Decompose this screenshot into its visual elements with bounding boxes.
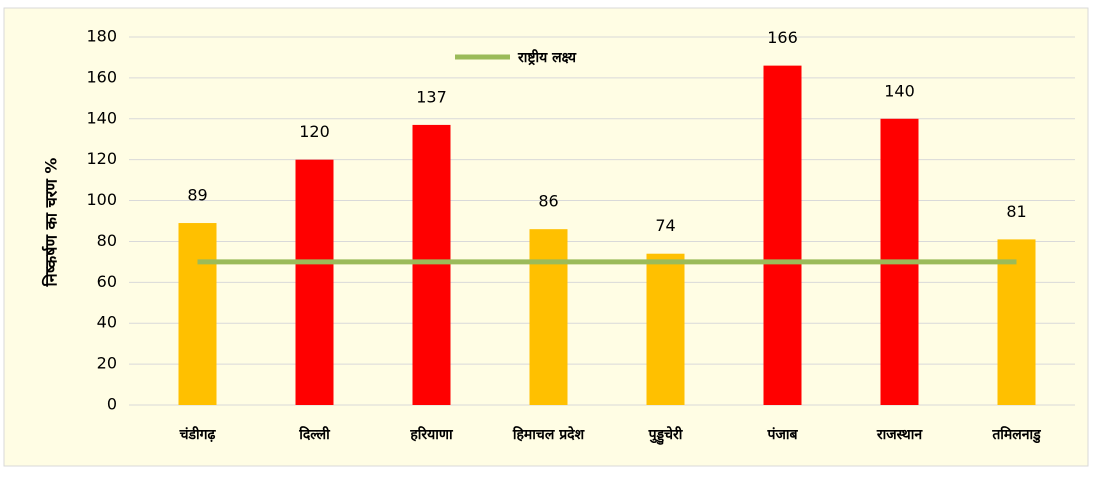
- data-label: 74: [655, 216, 675, 235]
- y-tick-label: 180: [86, 27, 117, 46]
- x-tick-label: हिमाचल प्रदेश: [512, 426, 585, 443]
- data-label: 166: [767, 28, 798, 47]
- y-tick-label: 80: [97, 231, 117, 250]
- y-axis-title: निष्कर्षण का चरण %: [42, 158, 61, 288]
- data-label: 140: [884, 81, 915, 100]
- x-tick-label: तमिलनाडु: [991, 426, 1041, 444]
- y-tick-label: 60: [97, 272, 117, 291]
- y-tick-label: 40: [97, 313, 117, 332]
- x-tick-label: राजस्थान: [876, 427, 923, 443]
- x-tick-label: पुड्डुचेरी: [648, 426, 684, 446]
- y-tick-label: 160: [86, 67, 117, 86]
- y-tick-label: 120: [86, 149, 117, 168]
- bar: [529, 229, 568, 405]
- bar: [412, 124, 451, 406]
- bar: [295, 159, 334, 405]
- x-tick-label: दिल्ली: [298, 426, 331, 443]
- y-tick-label: 100: [86, 190, 117, 209]
- x-tick-label: पंजाब: [767, 427, 799, 443]
- y-tick-label: 20: [97, 354, 117, 373]
- bar: [763, 65, 802, 405]
- x-tick-label: चंडीगढ़: [179, 426, 217, 443]
- bar: [178, 223, 217, 405]
- data-label: 120: [299, 122, 330, 141]
- y-tick-label: 0: [107, 395, 117, 414]
- legend-label: राष्ट्रीय लक्ष्य: [517, 49, 577, 66]
- bar: [646, 253, 685, 405]
- data-label: 89: [187, 186, 207, 205]
- data-label: 81: [1006, 202, 1026, 221]
- data-label: 137: [416, 87, 447, 106]
- x-tick-label: हरियाणा: [409, 426, 454, 443]
- bar: [997, 239, 1036, 405]
- data-label: 86: [538, 192, 558, 211]
- y-tick-label: 140: [86, 108, 117, 127]
